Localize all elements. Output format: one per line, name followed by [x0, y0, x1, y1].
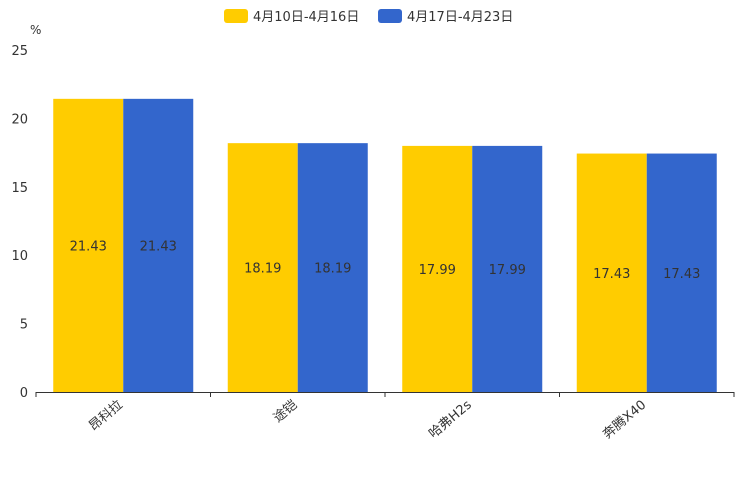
data-label: 17.99	[419, 263, 456, 278]
bar-series-2-奔腾X40	[646, 153, 717, 392]
bar-series-1-奔腾X40	[576, 153, 647, 392]
y-tick-label: 10	[11, 249, 28, 264]
legend-swatch-series-1	[224, 9, 248, 23]
x-category-label: 昂科拉	[86, 398, 126, 435]
bar-series-2-昂科拉	[123, 98, 194, 393]
bar-series-1-途铠	[227, 143, 298, 392]
x-category-label: 途铠	[270, 397, 300, 426]
bar-series-1-哈弗H2s	[402, 145, 473, 392]
data-label: 21.43	[140, 239, 177, 254]
data-label: 21.43	[70, 239, 107, 254]
bar-series-2-途铠	[297, 143, 368, 392]
data-label: 18.19	[244, 262, 281, 277]
y-axis-unit-label: %	[30, 23, 41, 37]
y-tick-label: 15	[11, 181, 28, 196]
data-label: 17.43	[593, 267, 630, 282]
legend-swatch-series-2	[378, 9, 402, 23]
bar-series-1-昂科拉	[53, 98, 124, 393]
x-axis: 昂科拉 途铠 哈弗H2s 奔腾X40	[35, 392, 735, 442]
legend: 4月10日-4月16日 4月17日-4月23日	[224, 9, 513, 25]
x-category-label: 奔腾X40	[600, 397, 650, 442]
data-label: 17.99	[489, 263, 526, 278]
data-labels-group: 21.43 21.43 18.19 18.19 17.99 17.99 17.43 17.43	[70, 239, 701, 281]
legend-label-series-1: 4月10日-4月16日	[253, 10, 359, 25]
legend-label-series-2: 4月17日-4月23日	[407, 10, 513, 25]
data-label: 17.43	[663, 267, 700, 282]
y-tick-label: 25	[11, 44, 28, 59]
y-tick-label: 5	[20, 318, 28, 333]
y-tick-label: 0	[20, 386, 28, 401]
bars-group	[53, 98, 717, 393]
data-label: 18.19	[314, 262, 351, 277]
bar-series-2-哈弗H2s	[472, 145, 543, 392]
x-category-label: 哈弗H2s	[426, 397, 475, 441]
y-tick-label: 20	[11, 112, 28, 127]
y-axis: 0 5 10 15 20 25	[11, 44, 28, 401]
